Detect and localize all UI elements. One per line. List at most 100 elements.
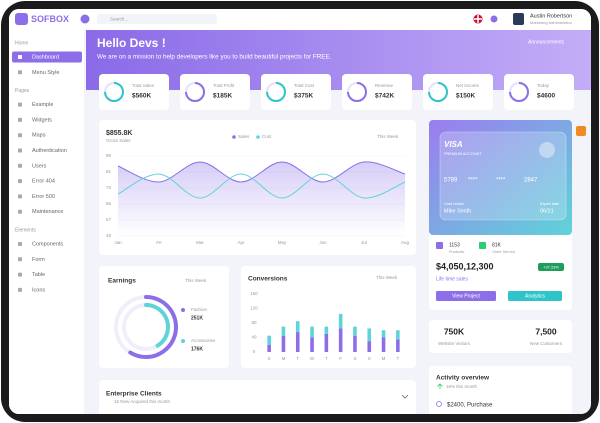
bar-segment xyxy=(353,326,357,336)
stat-label: Total Profit xyxy=(213,83,235,88)
user-role: Marketing Administrator xyxy=(530,20,573,25)
stat-label: Total Sales xyxy=(132,83,155,88)
activity-item: $2400, Purchase xyxy=(447,403,493,409)
earnings-title: Earnings xyxy=(108,278,136,285)
nav-icon xyxy=(18,163,22,168)
legend-value: 251K xyxy=(191,315,203,321)
bar-segment xyxy=(295,332,300,352)
notification[interactable] xyxy=(490,15,498,23)
stat-label: Revenue xyxy=(375,83,394,88)
activity-card xyxy=(429,366,572,414)
x-tick-label: Jul xyxy=(361,240,367,245)
legend-dot xyxy=(256,135,260,139)
y-tick-label: 73 xyxy=(106,185,112,190)
announcements[interactable]: Announcements xyxy=(528,39,565,45)
nav-item[interactable]: Error 500 xyxy=(32,194,55,200)
nav-item[interactable]: Error 404 xyxy=(32,179,55,185)
stat-ring-arc xyxy=(104,82,124,102)
period[interactable]: This Week xyxy=(185,278,207,283)
bar-segment xyxy=(310,326,314,338)
nav-item[interactable]: Table xyxy=(32,272,45,278)
y-tick-label: 57 xyxy=(106,217,112,222)
avatar[interactable] xyxy=(513,13,524,25)
y-tick-label: 49 xyxy=(106,233,112,238)
nav-icon xyxy=(18,272,22,277)
nav-icon xyxy=(18,257,22,262)
nav-section: Pages xyxy=(15,88,30,94)
period[interactable]: This Week xyxy=(377,134,399,139)
x-tick-label: M xyxy=(282,356,286,361)
nav-item[interactable]: Maps xyxy=(32,133,46,139)
nav-item[interactable]: Icons xyxy=(32,287,45,293)
bar-segment xyxy=(396,330,400,340)
line xyxy=(117,173,406,199)
stat-label: Total Cost xyxy=(294,83,315,88)
stat-value: $4600 xyxy=(537,93,555,100)
y-tick-label: 65 xyxy=(106,201,112,206)
bar-segment xyxy=(267,344,271,352)
chevron[interactable] xyxy=(401,394,409,399)
stat-value: $185K xyxy=(213,93,232,100)
nav-item[interactable]: Dashboard xyxy=(32,54,59,60)
badge xyxy=(538,263,564,271)
nav-item[interactable]: Authentication xyxy=(32,148,67,154)
stat-ring-arc xyxy=(428,82,448,102)
nav-item[interactable]: Maintenance xyxy=(32,209,64,215)
activity-sub: 16% this month xyxy=(446,384,478,389)
button-label: View Project xyxy=(452,294,480,300)
bar-segment xyxy=(381,330,386,338)
x-tick-label: S xyxy=(268,356,271,361)
x-tick-label: Apr xyxy=(237,240,245,245)
bar-segment xyxy=(353,335,357,352)
card-number: **** xyxy=(496,178,506,184)
customers: 7,500 xyxy=(535,326,557,336)
nav-section: Elements xyxy=(15,227,36,233)
menu-toggle[interactable] xyxy=(80,14,90,24)
legend-label: Cost xyxy=(262,134,272,139)
analytics-button[interactable] xyxy=(508,291,562,301)
activity-title: Activity overview xyxy=(436,375,490,382)
orders: 81K xyxy=(492,242,502,248)
clients-sub: 15 New Acquired this month xyxy=(114,399,171,404)
sales-amount: $855.8K xyxy=(106,130,132,137)
legend-label: Sales xyxy=(238,134,250,139)
x-tick-label: Aug xyxy=(401,240,410,245)
visa-brand: VISA xyxy=(444,140,463,149)
visa-circle xyxy=(539,142,555,158)
stat-ring-arc xyxy=(266,82,286,102)
nav-icon xyxy=(18,148,22,153)
button-label: Analytics xyxy=(525,294,546,300)
x-tick-label: M xyxy=(382,356,386,361)
y-tick-label: 81 xyxy=(106,169,112,174)
nav-item[interactable]: Form xyxy=(32,257,45,263)
area xyxy=(118,161,405,236)
card-number: 5789 xyxy=(444,178,458,184)
card-number: 2847 xyxy=(524,178,538,184)
legend-dot xyxy=(232,135,236,139)
nav-item[interactable]: Widgets xyxy=(32,117,52,123)
period[interactable]: This Week xyxy=(376,275,398,280)
nav-item[interactable]: Components xyxy=(32,241,63,247)
visa-backdrop xyxy=(429,120,572,235)
visa-card xyxy=(439,131,567,221)
stat-ring-arc xyxy=(509,82,529,102)
search-box[interactable] xyxy=(97,14,217,24)
x-tick-label: Jan xyxy=(114,240,122,245)
nav-item[interactable]: Menu Style xyxy=(32,70,60,76)
nav-icon xyxy=(18,194,22,199)
hero-title: Hello Devs ! xyxy=(97,36,166,50)
badge-text: +37.23% xyxy=(543,264,559,269)
nav-item[interactable]: Example xyxy=(32,102,53,108)
products-icon xyxy=(436,242,443,249)
view-project-button[interactable] xyxy=(436,291,496,301)
legend-dot xyxy=(181,339,185,343)
settings-button[interactable] xyxy=(576,126,586,136)
sidebar xyxy=(9,30,84,414)
y-tick-label: 160 xyxy=(250,291,258,296)
orders-label: Order Served xyxy=(492,250,515,254)
stat-ring-arc xyxy=(347,82,367,102)
nav-item[interactable]: Users xyxy=(32,163,47,169)
stat-value: $375K xyxy=(294,93,313,100)
bar-segment xyxy=(338,313,343,329)
